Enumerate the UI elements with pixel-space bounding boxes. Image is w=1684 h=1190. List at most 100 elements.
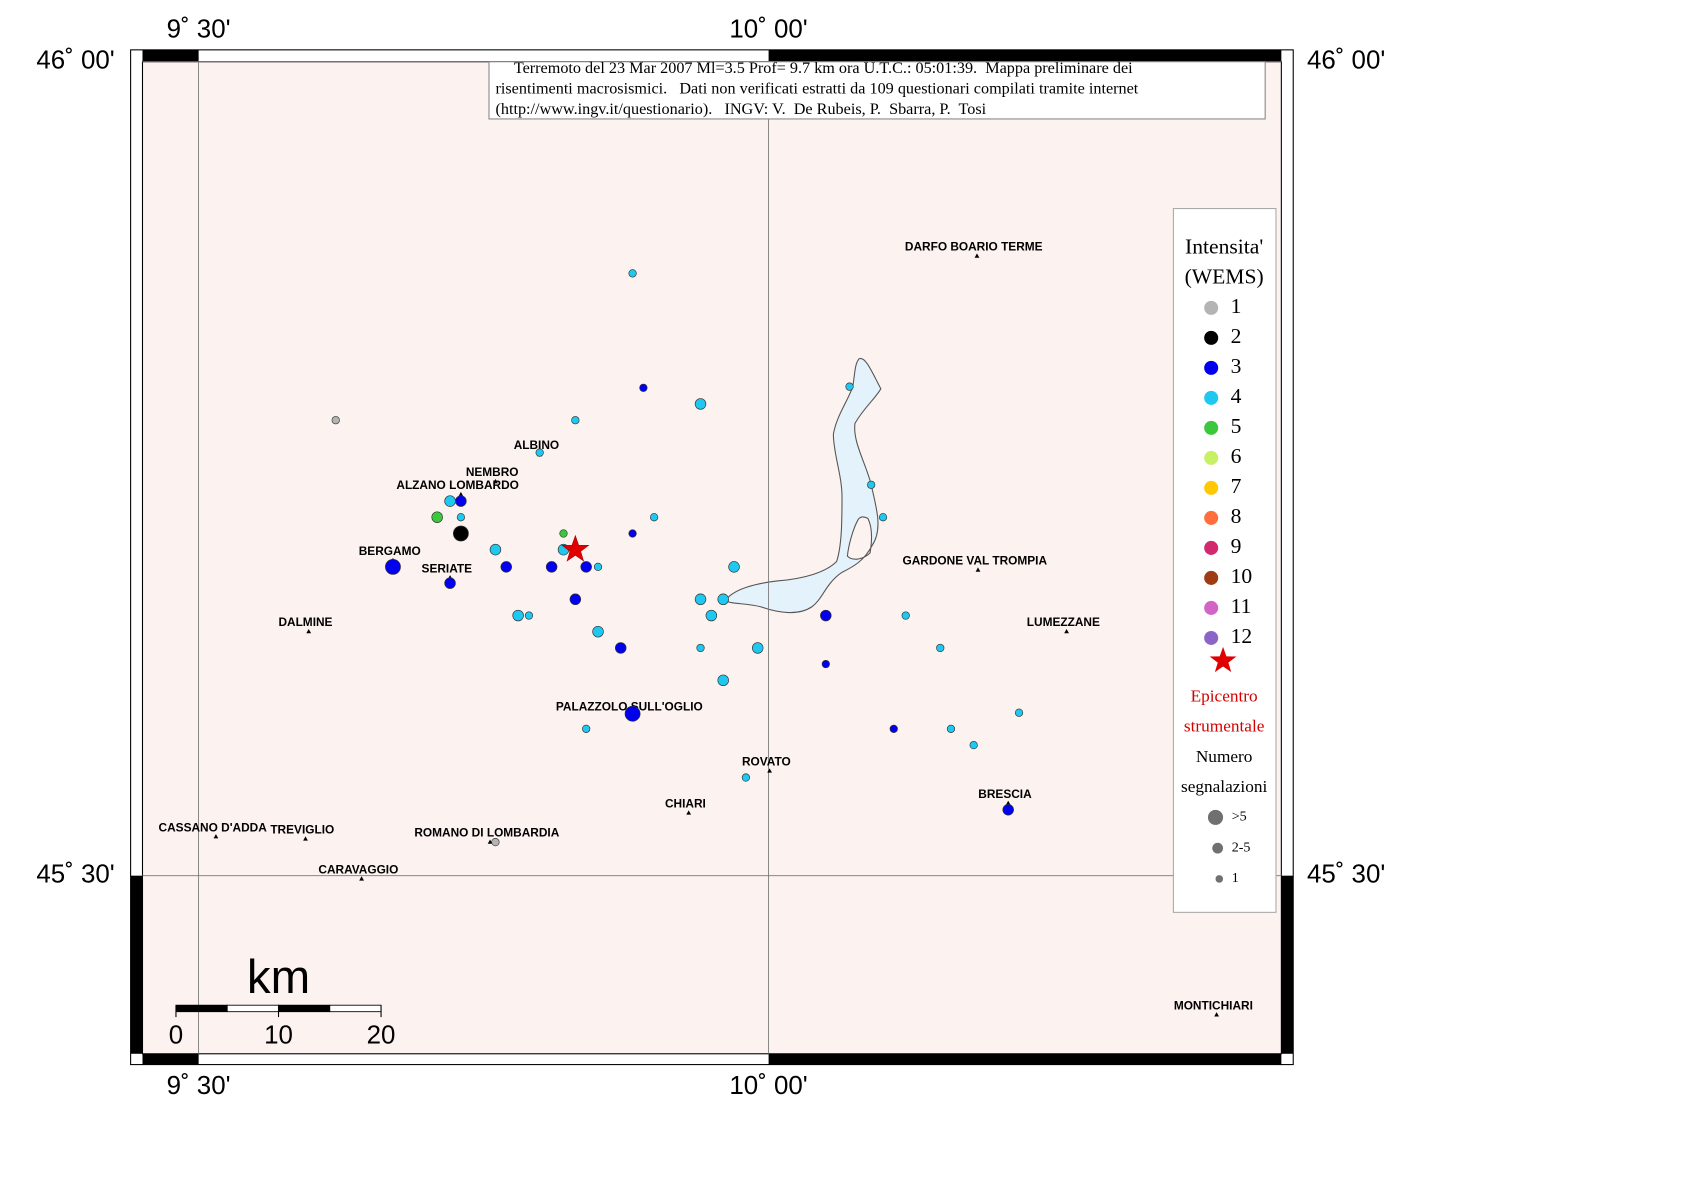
observation: [845, 382, 854, 391]
x-tick-label: 9˚ 30': [167, 15, 231, 43]
observation: [821, 659, 830, 669]
observation: [628, 269, 637, 278]
observation: [889, 724, 898, 733]
observations: [331, 269, 1024, 847]
observation: [628, 529, 637, 538]
title-box: [488, 61, 1266, 120]
observation: [946, 724, 956, 733]
title-line: Terremoto del 23 Mar 2007 Ml=3.5 Prof= 9…: [514, 59, 1133, 77]
observation: [559, 529, 568, 538]
y-tick-label: 45˚ 30': [36, 861, 114, 889]
legend-label: 9: [1231, 534, 1242, 558]
scale-bar: 0 10 20: [169, 1004, 396, 1049]
place-marker: [487, 839, 493, 844]
observation: [545, 561, 558, 573]
place-marker: [767, 768, 772, 773]
legend-label: 5: [1231, 414, 1242, 438]
frame-bar: [768, 1053, 1282, 1065]
observation: [694, 593, 707, 605]
y-tick-label: 45˚ 30': [1307, 861, 1385, 889]
observation: [741, 773, 750, 782]
place-label: SERIATE: [422, 561, 473, 575]
observation: [1014, 708, 1024, 717]
legend-label: 8: [1231, 504, 1242, 528]
observation: [728, 561, 740, 573]
x-tick-label: 9˚ 30': [167, 1072, 231, 1100]
legend-size: [1212, 842, 1224, 854]
legend-label: 3: [1231, 354, 1242, 378]
observation: [500, 561, 512, 573]
legend-label: 12: [1231, 624, 1253, 648]
title-line: (http://www.ingv.it/questionario). INGV:…: [495, 100, 986, 118]
legend-label: 11: [1231, 594, 1252, 618]
place-label: BRESCIA: [978, 787, 1032, 801]
place-marker: [686, 810, 692, 815]
observation: [491, 838, 500, 847]
legend-label: 4: [1231, 384, 1242, 408]
place-label: GARDONE VAL TROMPIA: [903, 554, 1048, 568]
place-marker: [303, 836, 308, 841]
observation: [650, 513, 659, 522]
place-label: ALZANO LOMBARDO: [396, 478, 519, 492]
place-label: CASSANO D'ADDA: [159, 820, 268, 834]
legend-swatch: [1204, 360, 1219, 375]
legend-size-label: >5: [1232, 809, 1247, 825]
scale-segment: [175, 1004, 228, 1013]
legend-epicenter: Epicentro: [1191, 687, 1258, 706]
scale-tick-label: 0: [169, 1021, 183, 1049]
observation: [569, 593, 582, 605]
observation: [694, 398, 707, 410]
place-label: ROVATO: [742, 755, 791, 769]
place-marker: [1064, 628, 1069, 634]
legend-swatch: [1204, 480, 1219, 495]
observation: [580, 561, 592, 573]
legend-label: 6: [1231, 444, 1242, 468]
scale-tick-label: 20: [367, 1021, 396, 1049]
legend-size: [1215, 875, 1224, 883]
place-label: CARAVAGGIO: [318, 862, 398, 876]
observation: [820, 609, 832, 622]
legend-size-label: 2-5: [1232, 839, 1251, 855]
observation: [431, 511, 443, 523]
legend-swatch: [1204, 450, 1219, 465]
place-marker: [306, 628, 312, 634]
place-marker: [359, 876, 364, 881]
observation: [615, 642, 627, 654]
legend-swatch: [1204, 390, 1219, 405]
place-marker: [975, 567, 981, 572]
frame-bar: [142, 1053, 199, 1065]
place-label: ALBINO: [514, 438, 559, 452]
observation: [444, 495, 456, 507]
frame-bar: [768, 49, 1282, 62]
frame-bar: [1281, 875, 1294, 1054]
y-tick-label: 46˚ 00': [1307, 47, 1385, 75]
place-label: CHIARI: [665, 797, 706, 811]
observation: [582, 724, 591, 733]
observation: [936, 643, 945, 653]
place-label: LUMEZZANE: [1027, 615, 1100, 629]
observation: [512, 609, 524, 622]
place-label: ROMANO DI LOMBARDIA: [414, 826, 559, 840]
observation: [489, 543, 502, 556]
legend-swatch: [1204, 600, 1219, 615]
x-tick-label: 10˚ 00': [729, 15, 807, 43]
observation: [639, 383, 648, 392]
observation: [385, 558, 401, 575]
legend-swatch: [1204, 510, 1219, 525]
frame-bar: [130, 875, 143, 1054]
map-area: [141, 61, 1282, 1055]
scale-segment: [226, 1004, 279, 1013]
title-line: risentimenti macrosismici. Dati non veri…: [495, 80, 1138, 98]
observation: [867, 480, 876, 489]
frame-bars: [130, 49, 1294, 1065]
legend-label: 2: [1231, 324, 1242, 348]
place-label: TREVIGLIO: [270, 823, 334, 837]
legend-label: 10: [1231, 564, 1253, 588]
observation: [593, 562, 603, 571]
scale-tick-label: 10: [264, 1021, 293, 1049]
legend-count-title: segnalazioni: [1181, 777, 1267, 796]
y-tick-label: 46˚ 00': [36, 47, 114, 75]
